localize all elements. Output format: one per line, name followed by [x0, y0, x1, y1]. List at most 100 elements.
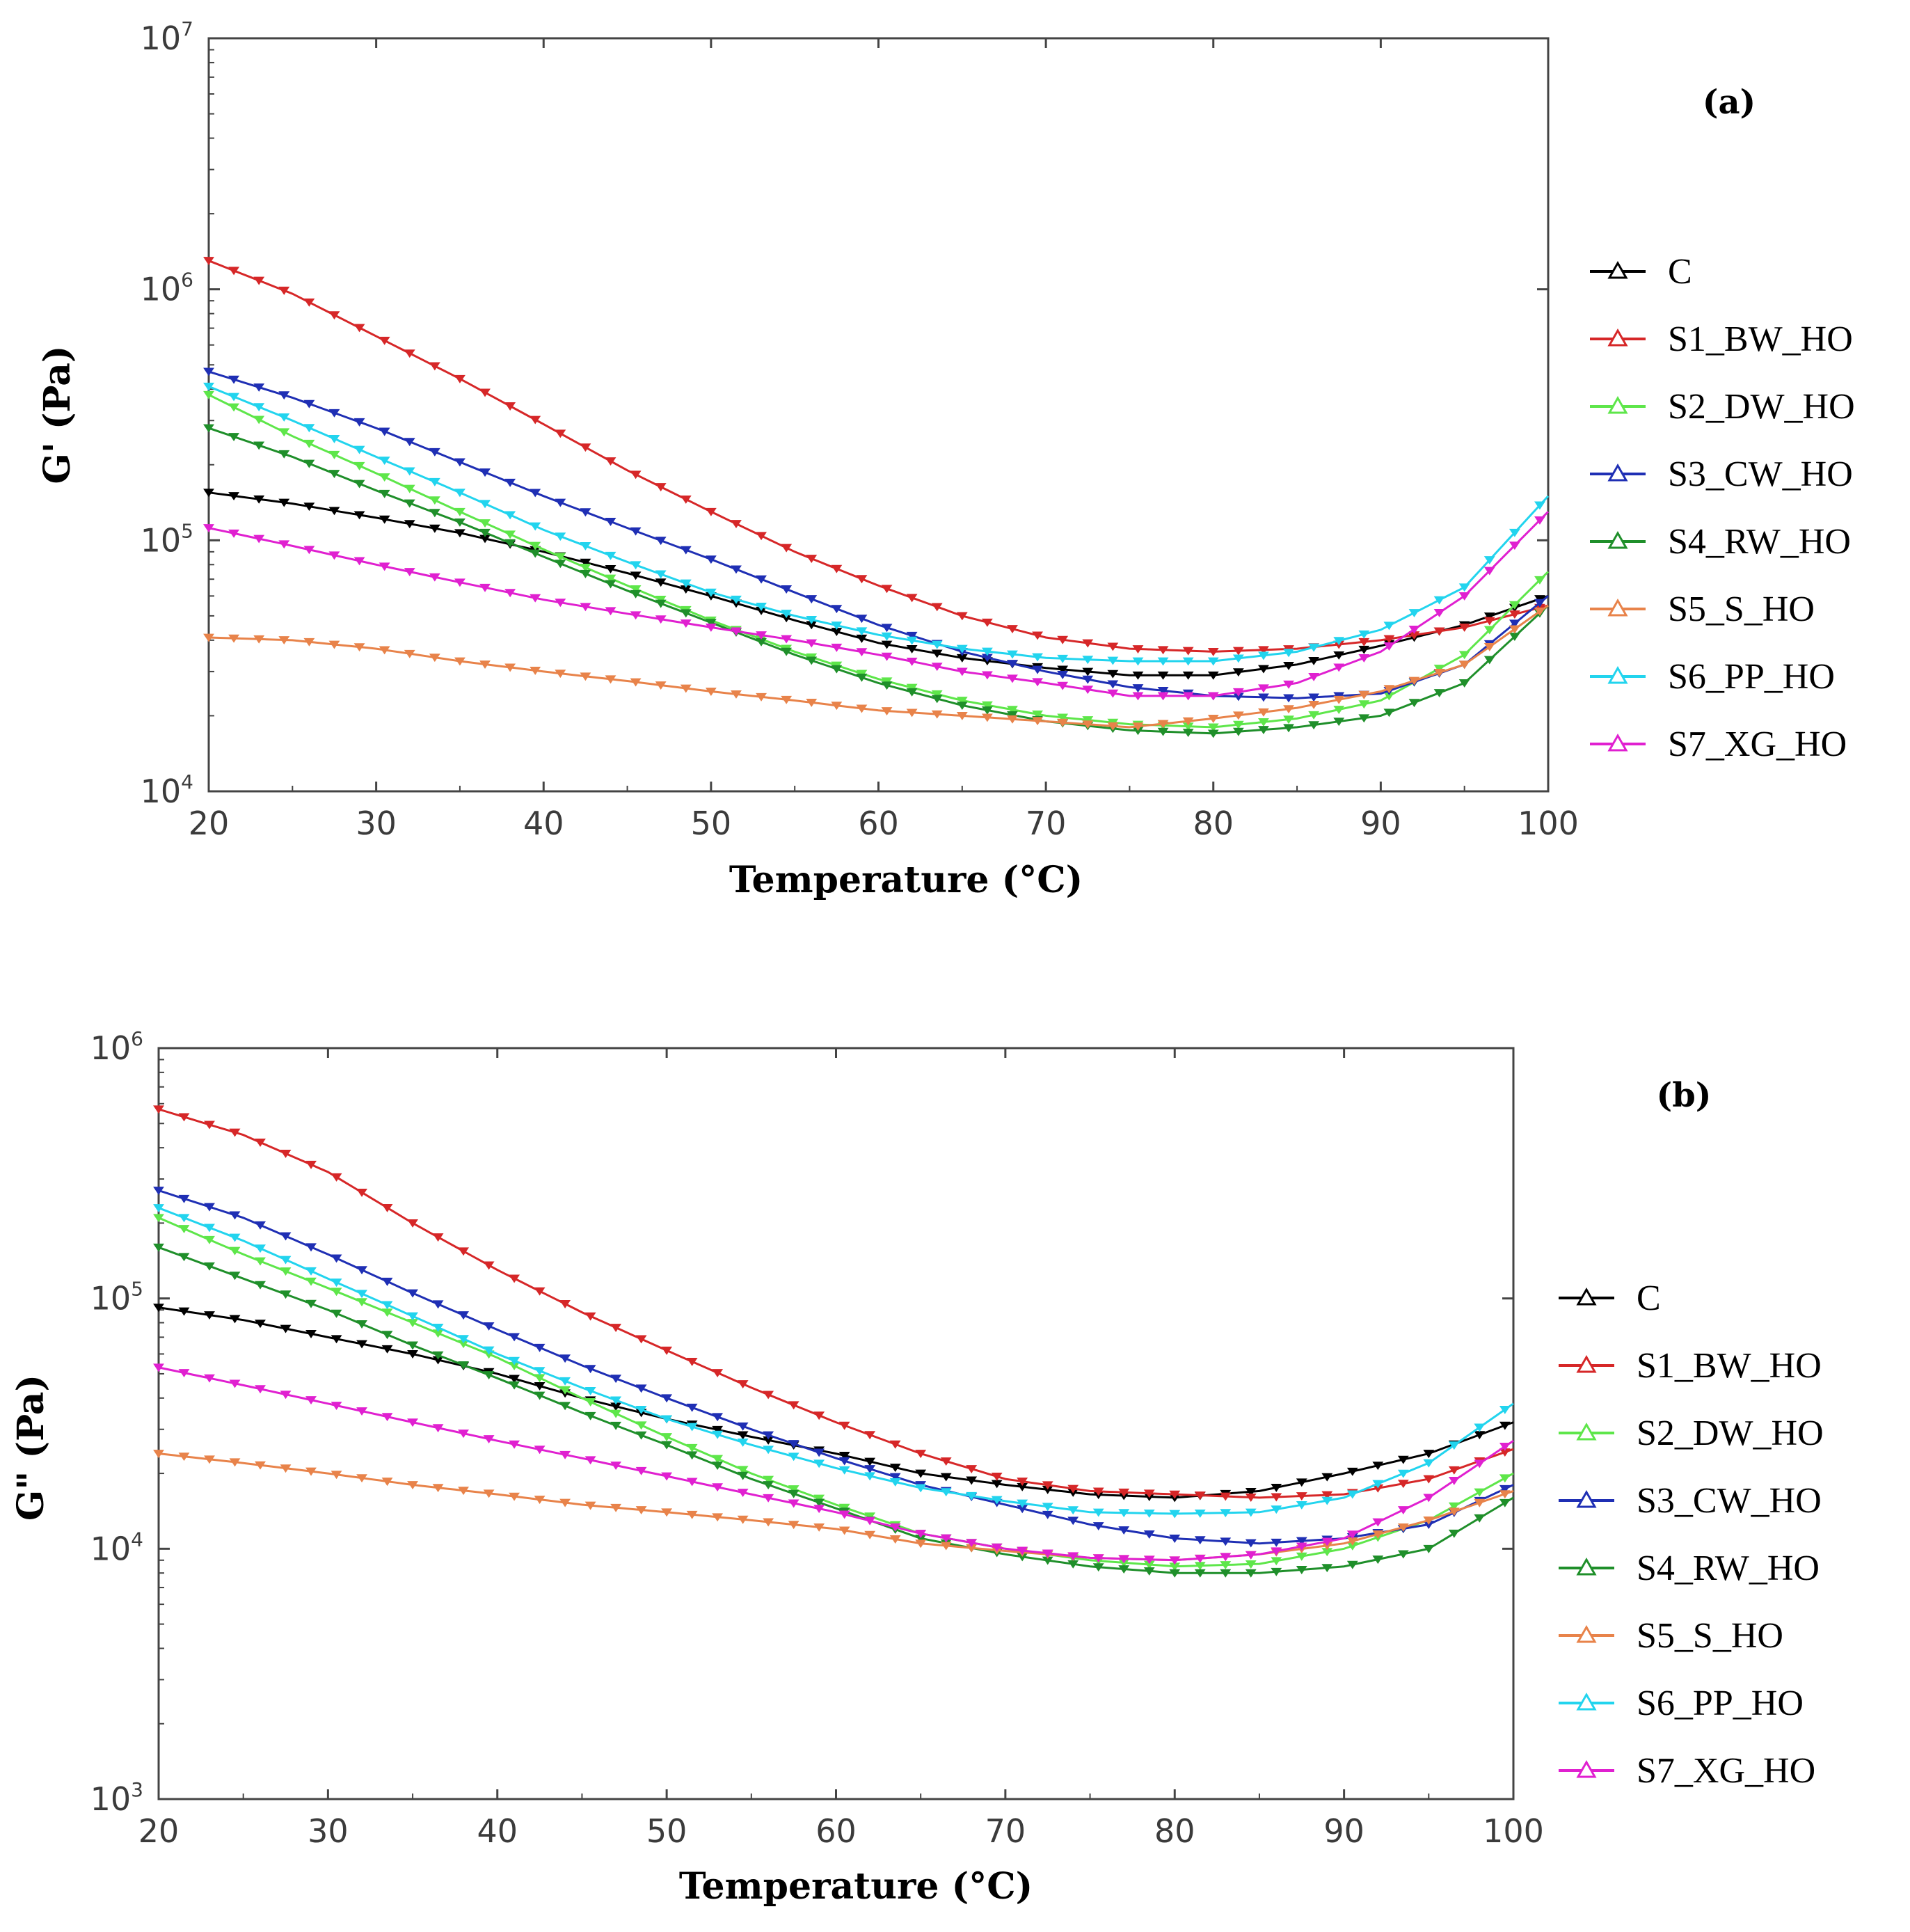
- data-point-s6-pp-ho-b: [712, 1430, 724, 1439]
- data-point-s4-rw-ho-b: [1448, 1529, 1460, 1538]
- data-point-s6-pp-ho-a: [1182, 657, 1194, 666]
- data-point-s1-bw-ho-a: [806, 555, 818, 564]
- data-point-s6-pp-ho-a: [1358, 630, 1370, 639]
- data-point-s3-cw-ho-b: [788, 1440, 799, 1448]
- data-point-s5-s-ho-b: [331, 1471, 342, 1480]
- data-point-s4-rw-ho-a: [379, 489, 390, 498]
- data-point-s7-xg-ho-a: [806, 639, 818, 648]
- data-point-s3-cw-ho-a: [253, 383, 265, 392]
- data-point-s7-xg-ho-b: [864, 1517, 876, 1526]
- data-point-s4-rw-ho-a: [680, 609, 692, 618]
- data-point-s7-xg-ho-b: [661, 1472, 673, 1481]
- data-point-s1-bw-ho-a: [479, 388, 491, 397]
- data-point-s7-xg-ho-a: [1107, 689, 1119, 698]
- data-point-s6-pp-ho-b: [407, 1312, 418, 1321]
- data-point-s1-bw-ho-b: [889, 1440, 901, 1449]
- data-point-c-b: [737, 1431, 749, 1440]
- data-point-s3-cw-ho-b: [686, 1403, 698, 1412]
- y-tick-label-a: 106: [141, 269, 193, 308]
- data-point-s4-rw-ho-b: [788, 1489, 799, 1498]
- data-point-s5-s-ho-b: [661, 1508, 673, 1517]
- data-point-s1-bw-ho-a: [856, 575, 868, 584]
- data-point-s6-pp-ho-a: [931, 640, 943, 649]
- data-point-s2-dw-ho-b: [635, 1421, 647, 1430]
- data-point-s6-pp-ho-a: [228, 393, 240, 402]
- data-point-s6-pp-ho-b: [1499, 1405, 1511, 1414]
- legend-swatch-marker: [1576, 1422, 1597, 1441]
- data-point-s4-rw-ho-a: [856, 673, 868, 682]
- data-point-c-b: [1321, 1473, 1333, 1482]
- data-point-s5-s-ho-a: [956, 712, 968, 720]
- data-point-s7-xg-ho-a: [1082, 686, 1094, 695]
- data-point-s3-cw-ho-b: [534, 1343, 546, 1352]
- data-point-s3-cw-ho-b: [661, 1394, 673, 1403]
- data-point-s6-pp-ho-b: [1423, 1459, 1435, 1468]
- data-point-c-a: [1057, 665, 1069, 674]
- data-point-s4-rw-ho-b: [763, 1481, 774, 1490]
- data-point-s3-cw-ho-a: [881, 624, 893, 633]
- data-point-s1-bw-ho-b: [712, 1369, 724, 1377]
- legend-swatch-marker: [1576, 1557, 1597, 1576]
- data-point-c-a: [1258, 665, 1269, 674]
- data-point-s7-xg-ho-a: [756, 631, 767, 640]
- data-point-s3-cw-ho-b: [584, 1365, 596, 1374]
- data-point-c-b: [1245, 1488, 1257, 1496]
- legend-item-s7-xg-ho-a: S7_XG_HO: [1590, 724, 1847, 764]
- data-point-s1-bw-ho-a: [203, 257, 214, 266]
- data-point-s5-s-ho-a: [203, 633, 214, 642]
- data-point-s3-cw-ho-b: [432, 1300, 444, 1309]
- series-s3-cw-ho-a: [203, 367, 1549, 703]
- data-point-s2-dw-ho-a: [555, 553, 566, 562]
- data-point-s7-xg-ho-b: [1194, 1554, 1206, 1563]
- data-point-s3-cw-ho-b: [1271, 1538, 1282, 1547]
- data-point-s2-dw-ho-b: [280, 1267, 292, 1276]
- series-line-s5-s-ho-a: [208, 604, 1549, 729]
- legend-label: S4_RW_HO: [1668, 522, 1851, 562]
- data-point-s1-bw-ho-b: [331, 1173, 342, 1182]
- data-point-c-b: [1372, 1462, 1384, 1471]
- data-point-s4-rw-ho-b: [559, 1402, 571, 1411]
- data-point-s7-xg-ho-a: [781, 635, 793, 644]
- data-point-s6-pp-ho-a: [956, 644, 968, 654]
- data-point-c-b: [1397, 1455, 1409, 1464]
- data-point-c-a: [379, 515, 390, 524]
- x-tick-label-b: 50: [646, 1812, 687, 1850]
- data-point-s6-pp-ho-a: [1007, 650, 1018, 659]
- legend-label: S5_S_HO: [1668, 589, 1815, 629]
- data-point-s7-xg-ho-b: [1271, 1547, 1282, 1556]
- data-point-s1-bw-ho-a: [906, 594, 918, 603]
- data-point-s6-pp-ho-a: [328, 434, 340, 443]
- data-point-s2-dw-ho-b: [584, 1397, 596, 1407]
- data-point-s5-s-ho-a: [1534, 608, 1545, 616]
- data-point-s7-xg-ho-a: [530, 594, 541, 603]
- data-point-s3-cw-ho-b: [356, 1266, 367, 1275]
- data-point-s3-cw-ho-a: [680, 546, 692, 555]
- data-point-s6-pp-ho-b: [584, 1387, 596, 1395]
- data-point-s1-bw-ho-a: [1433, 627, 1445, 636]
- data-point-s7-xg-ho-a: [580, 603, 591, 612]
- data-point-s3-cw-ho-a: [1308, 693, 1320, 702]
- data-point-c-b: [712, 1425, 724, 1434]
- data-point-s7-xg-ho-a: [1408, 625, 1420, 634]
- data-point-s4-rw-ho-a: [981, 706, 993, 715]
- x-tick-label-b: 90: [1323, 1812, 1364, 1850]
- data-point-s1-bw-ho-b: [763, 1391, 774, 1400]
- data-point-s7-xg-ho-a: [1182, 692, 1194, 701]
- y-tick-label-b: 105: [90, 1278, 143, 1317]
- legend-label: S3_CW_HO: [1637, 1481, 1822, 1521]
- data-point-s4-rw-ho-a: [454, 518, 465, 527]
- data-point-s1-bw-ho-a: [756, 532, 767, 541]
- data-point-c-a: [1107, 670, 1119, 679]
- data-point-s4-rw-ho-a: [781, 647, 793, 656]
- data-point-s7-xg-ho-a: [655, 615, 667, 624]
- data-point-s7-xg-ho-b: [381, 1413, 393, 1422]
- data-point-s5-s-ho-a: [328, 640, 340, 649]
- data-point-s4-rw-ho-b: [356, 1320, 367, 1329]
- x-tick-label-a: 80: [1193, 805, 1234, 842]
- data-point-s2-dw-ho-b: [356, 1298, 367, 1307]
- data-point-s5-s-ho-a: [1182, 717, 1194, 726]
- data-point-s2-dw-ho-b: [1499, 1474, 1511, 1483]
- data-point-c-b: [940, 1473, 952, 1482]
- data-point-s7-xg-ho-a: [731, 627, 742, 636]
- data-point-s5-s-ho-a: [1483, 642, 1495, 651]
